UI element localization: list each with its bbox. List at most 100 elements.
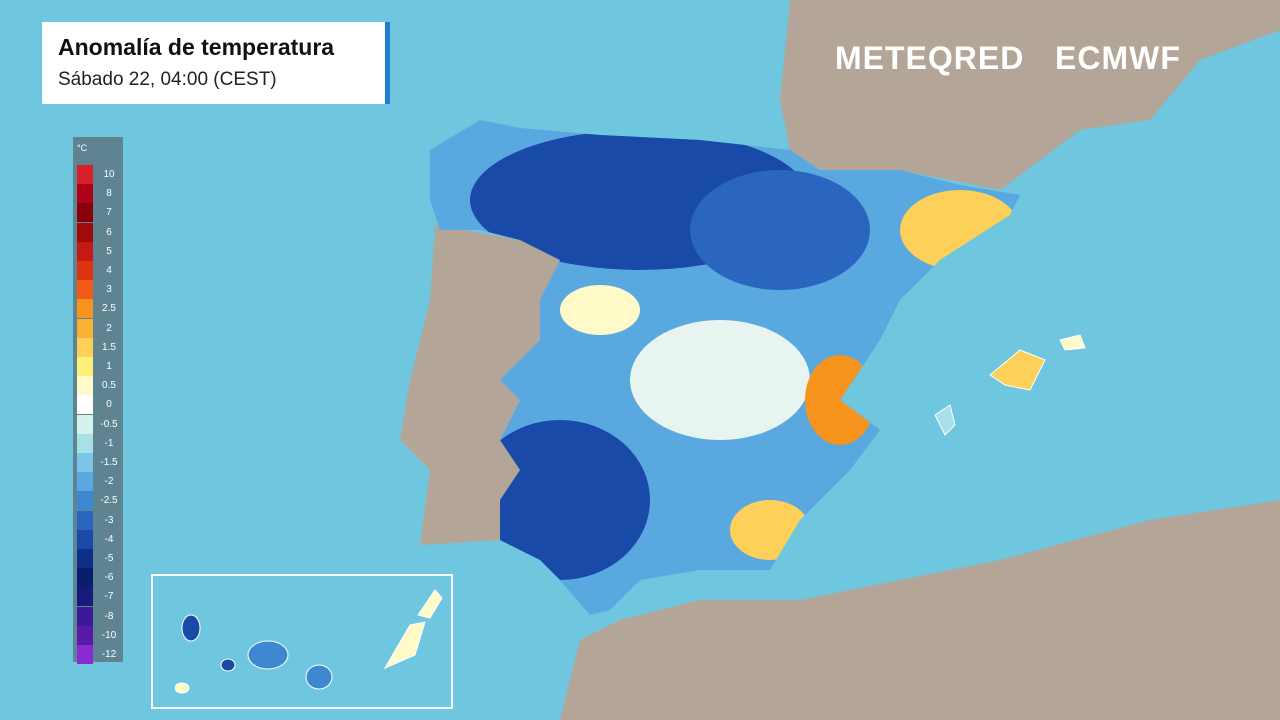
legend-label: -0.5 — [100, 418, 118, 430]
legend-level: -2 — [77, 472, 119, 492]
legend-label: -3 — [104, 514, 114, 526]
legend-swatch — [77, 587, 93, 607]
legend-label: 0.5 — [102, 380, 116, 392]
legend-swatch — [77, 606, 93, 626]
legend-level: 2.5 — [77, 299, 119, 319]
island — [417, 589, 443, 619]
ibiza — [934, 404, 956, 436]
legend-level: 4 — [77, 261, 119, 280]
legend-swatch — [77, 165, 93, 184]
legend-label: 10 — [103, 169, 115, 180]
legend: °C 10 8 7 6 5 4 3 2.5 2 1.5 1 0.5 0 -0.5 -1 -1.5 -2 -2.5 -… — [73, 137, 123, 664]
legend-swatch — [77, 337, 93, 357]
france — [780, 0, 1280, 190]
island — [247, 640, 289, 670]
island — [181, 614, 201, 642]
legend-label: 2.5 — [102, 303, 116, 315]
legend-label: -10 — [101, 629, 117, 641]
legend-level: 0.5 — [77, 376, 119, 396]
legend-label: -1.5 — [100, 457, 118, 468]
legend-label: 1.5 — [102, 341, 116, 353]
legend-level: -7 — [77, 587, 119, 607]
legend-label: -8 — [104, 610, 114, 622]
legend-label: -7 — [104, 591, 114, 603]
legend-swatch — [77, 472, 93, 492]
legend-swatch — [77, 625, 93, 645]
island — [174, 682, 190, 694]
africa — [560, 500, 1280, 720]
legend-swatch — [77, 529, 93, 549]
legend-swatch — [77, 568, 93, 588]
legend-label: -12 — [101, 649, 117, 660]
legend-level: -5 — [77, 549, 119, 568]
legend-label: 1 — [106, 361, 112, 372]
legend-level: -6 — [77, 568, 119, 588]
canary-inset — [151, 574, 453, 709]
island — [305, 664, 333, 690]
legend-label: 7 — [106, 207, 112, 219]
legend-swatch — [77, 395, 93, 415]
mallorca — [989, 349, 1046, 391]
legend-swatch — [77, 184, 93, 204]
legend-swatch — [77, 549, 93, 568]
legend-level: -12 — [77, 645, 119, 664]
title-box: Anomalía de temperatura Sábado 22, 04:00… — [42, 22, 390, 104]
legend-label: 3 — [106, 284, 112, 296]
island — [383, 621, 426, 670]
legend-level: 7 — [77, 203, 119, 223]
legend-swatch — [77, 453, 93, 472]
legend-level: 6 — [77, 222, 119, 242]
portugal — [400, 225, 560, 545]
legend-level: -1.5 — [77, 453, 119, 472]
legend-swatch — [77, 433, 93, 453]
legend-swatch — [77, 299, 93, 319]
legend-label: 0 — [106, 399, 112, 411]
legend-level: -4 — [77, 529, 119, 549]
legend-swatch — [77, 222, 93, 242]
legend-unit: °C — [77, 143, 88, 153]
legend-swatch — [77, 414, 93, 434]
legend-label: 6 — [106, 226, 112, 238]
menorca — [1059, 334, 1086, 351]
legend-swatch — [77, 241, 93, 261]
legend-level: -0.5 — [77, 414, 119, 434]
legend-swatch — [77, 510, 93, 530]
legend-label: -5 — [104, 553, 114, 564]
legend-swatch — [77, 318, 93, 338]
legend-swatch — [77, 261, 93, 280]
legend-swatch — [77, 357, 93, 376]
legend-level: 5 — [77, 241, 119, 261]
legend-label: -1 — [104, 437, 114, 449]
legend-label: 2 — [106, 322, 112, 334]
legend-level: -1 — [77, 433, 119, 453]
legend-label: -2.5 — [100, 495, 118, 507]
legend-swatch — [77, 376, 93, 396]
legend-label: -6 — [104, 572, 114, 584]
legend-level: -3 — [77, 510, 119, 530]
subtitle: Sábado 22, 04:00 (CEST) — [58, 69, 277, 90]
legend-level: 0 — [77, 395, 119, 415]
legend-label: -2 — [104, 476, 114, 488]
legend-level: 2 — [77, 318, 119, 338]
legend-label: 5 — [106, 245, 112, 257]
legend-swatch — [77, 280, 93, 300]
legend-swatch — [77, 203, 93, 223]
legend-level: -2.5 — [77, 491, 119, 511]
logo: METEQRED — [835, 40, 1025, 76]
legend-level: 3 — [77, 280, 119, 300]
legend-level: 1 — [77, 357, 119, 376]
logo: ECMWF — [1055, 40, 1181, 76]
legend-level: -10 — [77, 625, 119, 645]
legend-swatch — [77, 491, 93, 511]
legend-level: -8 — [77, 606, 119, 626]
legend-level: 8 — [77, 184, 119, 204]
legend-level: 10 — [77, 165, 119, 184]
legend-level: 1.5 — [77, 337, 119, 357]
legend-swatch — [77, 645, 93, 664]
island — [220, 658, 236, 672]
title: Anomalía de temperatura — [58, 34, 335, 60]
legend-label: 8 — [106, 188, 112, 200]
legend-label: 4 — [106, 265, 112, 276]
